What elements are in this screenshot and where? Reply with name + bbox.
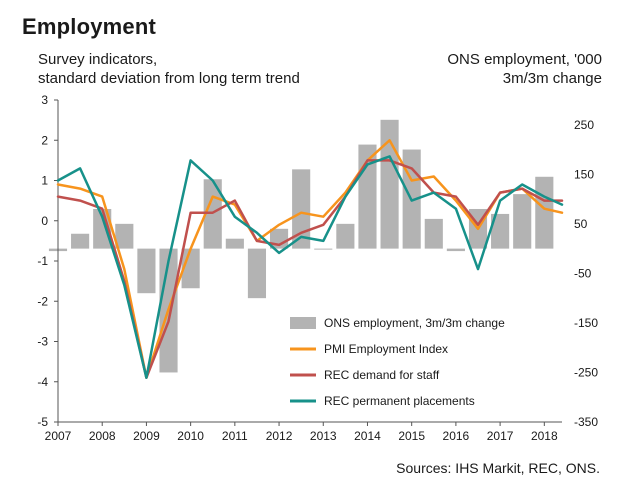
x-tick-label: 2016 <box>443 429 470 443</box>
x-tick-label: 2017 <box>487 429 514 443</box>
left-tick-label: 3 <box>41 93 48 107</box>
x-tick-label: 2014 <box>354 429 381 443</box>
right-axis-label-line-1: ONS employment, '000 <box>447 51 602 68</box>
source-note: Sources: IHS Markit, REC, ONS. <box>396 460 600 476</box>
legend-label: REC demand for staff <box>324 368 440 382</box>
left-tick-label: -4 <box>37 375 48 389</box>
ons-bar <box>314 248 333 250</box>
ons-bars <box>48 119 554 373</box>
left-tick-label: -3 <box>37 335 48 349</box>
ons-bar <box>71 233 90 249</box>
left-tick-label: -1 <box>37 254 48 268</box>
x-tick-label: 2008 <box>89 429 116 443</box>
right-tick-label: 150 <box>574 167 594 181</box>
right-axis-label: ONS employment, '000 3m/3m change <box>447 50 602 88</box>
right-tick-label: -350 <box>574 415 598 429</box>
left-tick-label: 2 <box>41 133 48 147</box>
right-tick-label: -50 <box>574 266 592 280</box>
left-tick-label: 1 <box>41 174 48 188</box>
ons-bar <box>446 248 465 252</box>
legend: ONS employment, 3m/3m change PMI Employme… <box>290 316 505 408</box>
ons-bar <box>491 213 510 249</box>
x-tick-label: 2015 <box>398 429 425 443</box>
legend-label: REC permanent placements <box>324 394 475 408</box>
right-tick-label: -250 <box>574 365 598 379</box>
chart-axes <box>54 99 562 426</box>
right-tick-label: -150 <box>574 316 598 330</box>
x-tick-label: 2018 <box>531 429 558 443</box>
ons-bar <box>93 208 112 249</box>
chart-title: Employment <box>22 14 157 39</box>
x-tick-label: 2010 <box>177 429 204 443</box>
ons-bar <box>247 248 267 299</box>
legend-label: PMI Employment Index <box>324 342 448 356</box>
right-axis-label-line-2: 3m/3m change <box>502 70 602 87</box>
left-axis-label: Survey indicators, standard deviation fr… <box>38 50 300 88</box>
ons-bar <box>115 223 134 249</box>
legend-swatch-ons <box>290 317 316 329</box>
ons-bar <box>292 169 311 249</box>
tick-labels: 3 2 1 0 -1 -2 -3 -4 -5 250 150 50 -50 -150 -250 -350 200… <box>37 93 598 443</box>
left-tick-label: -2 <box>37 294 48 308</box>
right-tick-label: 250 <box>574 118 594 132</box>
ons-bar <box>513 194 532 249</box>
series-lines <box>56 139 564 379</box>
left-tick-label: -5 <box>37 415 48 429</box>
x-tick-label: 2012 <box>266 429 293 443</box>
x-tick-label: 2013 <box>310 429 337 443</box>
left-axis-label-line-2: standard deviation from long term trend <box>38 70 300 87</box>
ons-bar <box>137 248 156 294</box>
ons-bar <box>380 119 399 249</box>
ons-bar <box>424 218 443 249</box>
left-axis-label-line-1: Survey indicators, <box>38 51 158 68</box>
x-tick-label: 2009 <box>133 429 160 443</box>
series-line-rec-placements <box>56 155 564 379</box>
ons-bar <box>535 176 554 249</box>
x-tick-label: 2011 <box>222 429 248 443</box>
x-tick-label: 2007 <box>45 429 72 443</box>
right-tick-label: 50 <box>574 217 588 231</box>
left-tick-label: 0 <box>41 214 48 228</box>
legend-label: ONS employment, 3m/3m change <box>324 316 505 330</box>
ons-bar <box>225 238 244 249</box>
ons-bar <box>336 223 355 249</box>
